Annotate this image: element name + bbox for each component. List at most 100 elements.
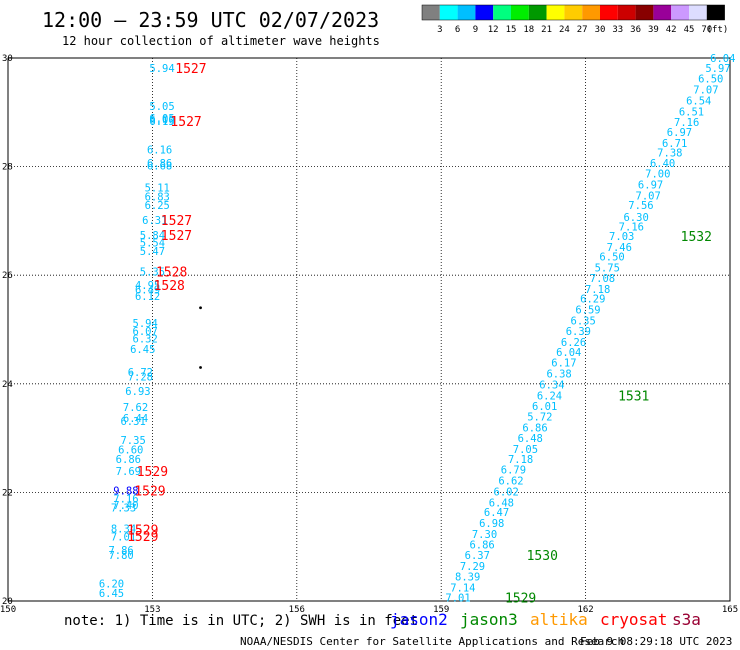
swh-value: 6.24 bbox=[537, 390, 562, 402]
swh-value: 6.51 bbox=[679, 106, 704, 118]
pass-time-label: 1529 bbox=[127, 530, 158, 545]
swh-value: 7.07 bbox=[693, 85, 718, 97]
pass-time-label: 1528 bbox=[156, 265, 187, 280]
swh-value: 7.16 bbox=[113, 493, 138, 505]
pass-time-label: 1529 bbox=[134, 484, 165, 499]
lon-tick-label: 162 bbox=[577, 605, 593, 615]
axis-tick-labels: 150 153 156 159 162 165 30 28 26 24 22 20 bbox=[0, 54, 738, 615]
colorbar-swatch bbox=[600, 5, 618, 20]
swh-value: 7.29 bbox=[460, 561, 485, 573]
credit-text: NOAA/NESDIS Center for Satellite Applica… bbox=[240, 635, 624, 648]
pass-time-label: 1529 bbox=[127, 523, 158, 538]
swh-value: 5.97 bbox=[705, 63, 730, 75]
swh-value: 6.59 bbox=[575, 304, 600, 316]
swh-value: 8.34 bbox=[111, 523, 136, 535]
map-frame bbox=[7, 57, 731, 602]
swh-value: 5.72 bbox=[527, 411, 552, 423]
swh-value: 6.34 bbox=[539, 379, 564, 391]
colorbar-swatch bbox=[564, 5, 583, 20]
page-subtitle: 12 hour collection of altimeter wave hei… bbox=[62, 34, 380, 48]
lat-tick-label: 20 bbox=[2, 597, 13, 607]
swh-value: 6.04 bbox=[556, 347, 581, 359]
swh-value: 5.47 bbox=[140, 246, 165, 258]
pass-time-label: 1529 bbox=[137, 465, 168, 480]
swh-value: 6.38 bbox=[546, 369, 571, 381]
swh-value: 6.86 bbox=[116, 454, 141, 466]
swh-value: 6.35 bbox=[571, 315, 596, 327]
colorbar-label: 33 bbox=[612, 25, 623, 35]
swh-value: 6.49 bbox=[135, 284, 160, 296]
lat-tick-label: 28 bbox=[2, 163, 13, 173]
swh-value: 6.60 bbox=[118, 445, 143, 457]
swh-value: 5.94 bbox=[149, 63, 174, 75]
colorbar-swatch bbox=[528, 5, 547, 20]
lon-tick-label: 156 bbox=[289, 605, 305, 615]
islands bbox=[199, 306, 202, 369]
lat-tick-label: 24 bbox=[2, 380, 13, 390]
swh-value: 6.97 bbox=[667, 127, 692, 139]
colorbar-swatch bbox=[653, 5, 672, 20]
swh-value: 6.05 bbox=[149, 113, 174, 125]
colorbar-swatch bbox=[546, 5, 565, 20]
lat-tick-label: 22 bbox=[2, 488, 13, 498]
satellite-legend: jason2 jason3 altika cryosat s3a bbox=[390, 610, 701, 629]
swh-value: 6.25 bbox=[145, 200, 170, 212]
swh-value: 7.62 bbox=[123, 402, 148, 414]
swh-value: 6.54 bbox=[686, 95, 711, 107]
colorbar-label: 36 bbox=[630, 25, 641, 35]
swh-value: 5.94 bbox=[133, 318, 158, 330]
colorbar-swatch bbox=[671, 5, 689, 20]
colorbar-swatch bbox=[635, 5, 654, 20]
island-dot bbox=[199, 366, 202, 369]
swh-value: 6.30 bbox=[623, 212, 648, 224]
colorbar-swatch bbox=[706, 5, 725, 20]
swh-value: 6.50 bbox=[599, 251, 624, 263]
colorbar-swatch bbox=[582, 5, 600, 20]
swh-value: 6.31 bbox=[120, 416, 145, 428]
swh-value: 7.08 bbox=[590, 273, 615, 285]
swh-value: 7.03 bbox=[609, 231, 634, 243]
pass-time-label: 1527 bbox=[175, 62, 206, 77]
colorbar-label: 3 bbox=[437, 25, 442, 35]
swh-value: 6.00 bbox=[149, 114, 174, 126]
pass-time-label: 1527 bbox=[161, 214, 192, 229]
swh-value: 7.16 bbox=[674, 117, 699, 129]
footer-note: note: 1) Time is in UTC; 2) SWH is in fe… bbox=[64, 613, 418, 629]
colorbar-swatch bbox=[422, 5, 440, 20]
swh-value: 6.20 bbox=[99, 579, 124, 591]
swh-value: 6.02 bbox=[494, 486, 519, 498]
swh-value: 6.16 bbox=[147, 144, 172, 156]
swh-value: 7.33 bbox=[111, 503, 136, 515]
swh-value: 7.30 bbox=[472, 529, 497, 541]
swh-value: 6.71 bbox=[662, 138, 687, 150]
swh-value: 7.28 bbox=[128, 371, 153, 383]
swh-value: 6.47 bbox=[484, 507, 509, 519]
swh-value: 6.17 bbox=[551, 358, 576, 370]
swh-value: 6.32 bbox=[133, 333, 158, 345]
swh-value: 6.48 bbox=[489, 497, 514, 509]
swh-value: 6.72 bbox=[128, 367, 153, 379]
page-title: 12:00 — 23:59 UTC 02/07/2023 bbox=[42, 8, 379, 32]
swh-value: 6.26 bbox=[561, 337, 586, 349]
swh-value: 7.40 bbox=[113, 500, 138, 512]
swh-value: 6.79 bbox=[501, 465, 526, 477]
lat-tick-label: 30 bbox=[2, 54, 13, 64]
swh-value: 5.84 bbox=[140, 230, 165, 242]
pass-time-labels: 1527152715271527152815281529152915291529… bbox=[127, 62, 712, 606]
colorbar-label: 21 bbox=[541, 25, 552, 35]
colorbar-label: 6 bbox=[455, 25, 460, 35]
swh-value: 7.05 bbox=[513, 444, 538, 456]
legend-jason2: jason2 bbox=[390, 610, 448, 629]
lon-tick-label: 150 bbox=[0, 605, 16, 615]
legend-s3a: s3a bbox=[672, 610, 701, 629]
colorbar-legend: 3 6 9 12 15 18 21 24 27 30 33 36 39 42 45 70(ft) bbox=[421, 4, 728, 35]
colorbar-swatch bbox=[689, 5, 707, 20]
swh-value: 7.01 bbox=[111, 531, 136, 543]
pass-time-label: 1532 bbox=[681, 230, 712, 245]
legend-altika: altika bbox=[530, 610, 588, 629]
legend-jason3: jason3 bbox=[460, 610, 518, 629]
swh-value: 6.45 bbox=[130, 344, 155, 356]
swh-value: 4.95 bbox=[135, 280, 160, 292]
swh-value: 5.54 bbox=[140, 238, 165, 250]
